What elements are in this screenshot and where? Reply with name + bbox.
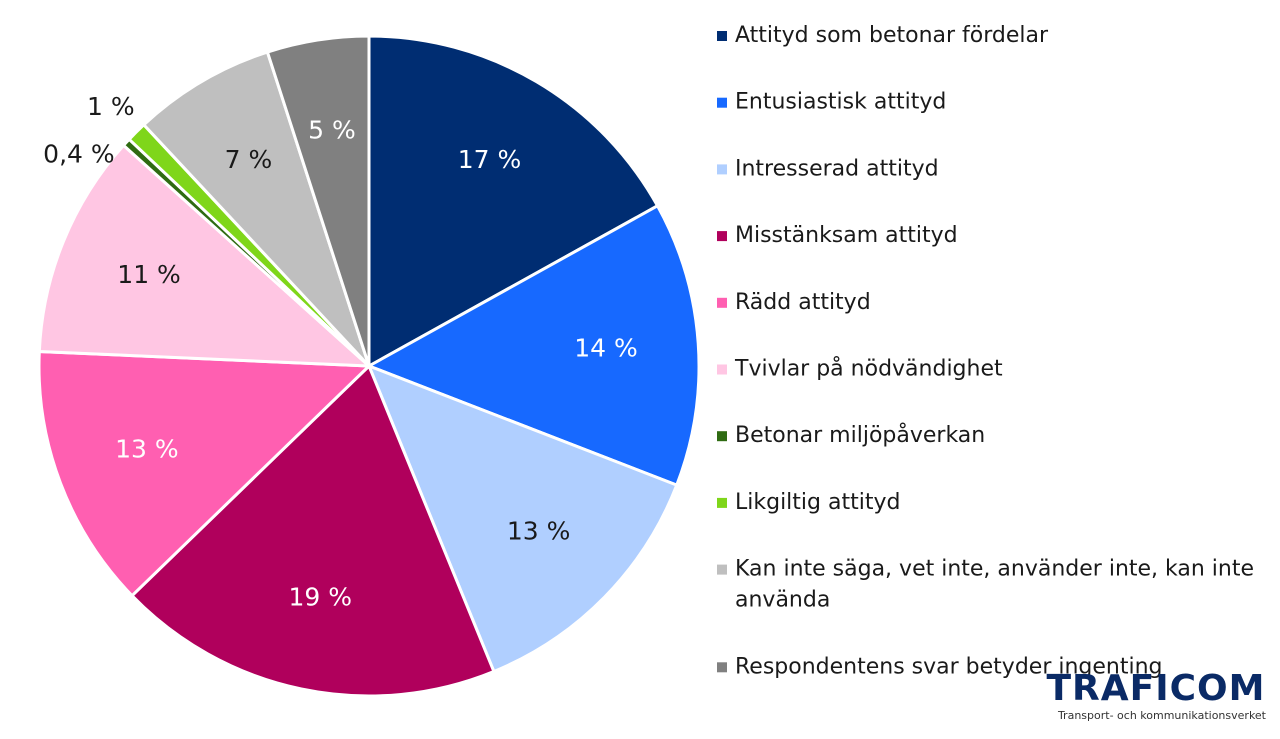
data-label: 13 % <box>507 516 571 545</box>
pie-slice <box>265 34 371 367</box>
data-label: 7 % <box>225 145 273 174</box>
legend-swatch <box>717 662 727 673</box>
data-label: 17 % <box>458 145 522 174</box>
legend-line: Kan inte säga, vet inte, använder inte, … <box>735 557 1254 582</box>
pie-slice <box>141 50 371 368</box>
legend-label: Kan inte säga, vet inte, använder inte, … <box>735 557 1254 613</box>
legend-swatch <box>717 231 727 242</box>
legend-line: använda <box>735 588 830 613</box>
pie-slice <box>367 34 660 369</box>
legend-label: Respondentens svar betyder ingenting <box>735 654 1163 679</box>
legend-swatch <box>717 364 727 375</box>
legend-label: Misstänksam attityd <box>735 223 958 248</box>
legend-label: Betonar miljöpåverkan <box>735 422 985 448</box>
data-label: 11 % <box>117 260 181 289</box>
pie-slice <box>37 143 374 368</box>
legend-swatch <box>717 564 727 575</box>
legend-label: Rädd attityd <box>735 290 871 315</box>
logo-name: TRAFICOM <box>1047 668 1266 709</box>
pie: 17 % 14 % 13 % 19 % 13 % 11 % 0,4 % 1 % 7 % 5 % <box>37 34 701 698</box>
logo-tagline: Transport- och kommunikationsverket <box>1057 709 1267 722</box>
data-label: 19 % <box>289 583 353 612</box>
pie-slice <box>366 363 679 674</box>
data-label: 1 % <box>87 92 135 121</box>
pie-slice <box>365 203 701 488</box>
legend-swatch <box>717 31 727 41</box>
pie-slice <box>129 363 496 698</box>
legend-swatch <box>717 164 727 175</box>
pie-slice <box>37 349 373 598</box>
legend-swatch <box>717 497 727 508</box>
legend-swatch <box>717 431 727 442</box>
legend-swatch <box>717 97 727 108</box>
legend: Attityd som betonar fördelar Entusiastisk… <box>717 23 1254 679</box>
data-label: 5 % <box>308 115 356 144</box>
legend-label: Attityd som betonar fördelar <box>735 23 1049 48</box>
legend-label: Likgiltig attityd <box>735 490 900 515</box>
data-label: 13 % <box>115 434 179 463</box>
data-label: 14 % <box>574 334 638 363</box>
legend-label: Tvivlar på nödvändighet <box>734 356 1003 382</box>
legend-label: Intresserad attityd <box>735 156 939 181</box>
legend-swatch <box>717 297 727 308</box>
data-label: 0,4 % <box>43 139 114 168</box>
legend-label: Entusiastisk attityd <box>735 90 946 115</box>
